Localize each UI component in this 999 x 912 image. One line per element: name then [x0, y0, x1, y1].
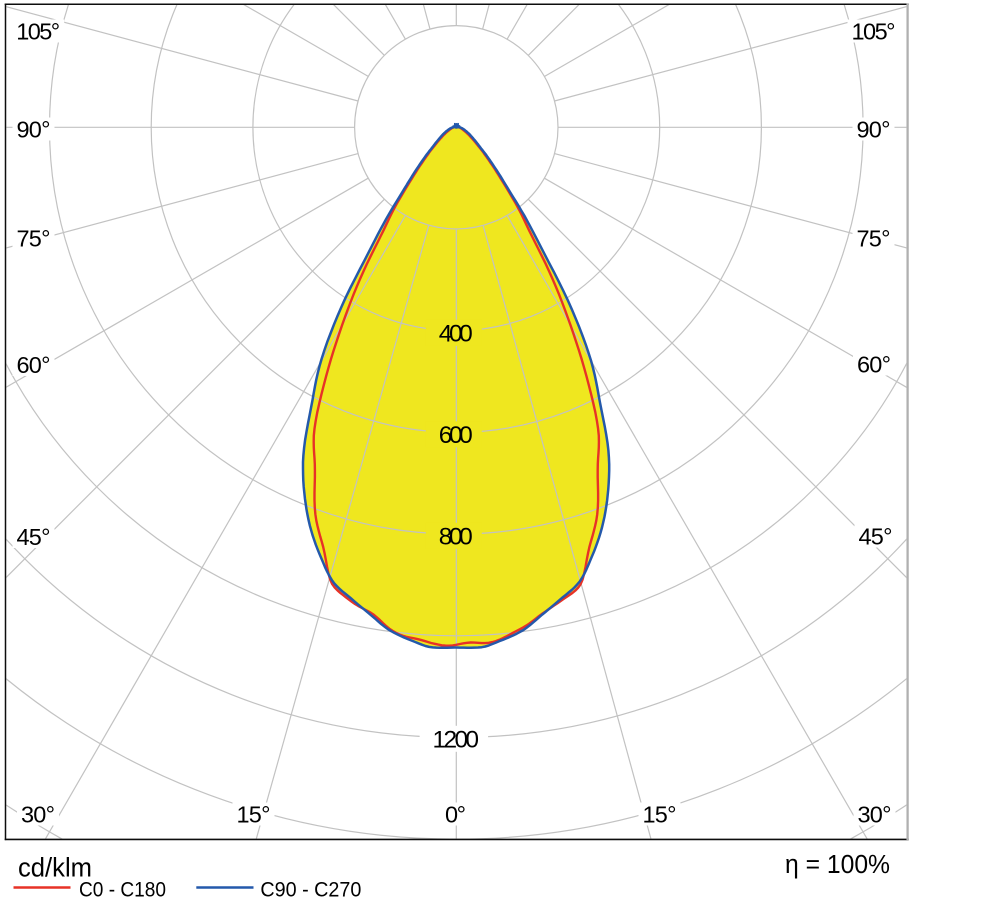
svg-text:30°: 30° — [858, 802, 892, 828]
svg-text:105°: 105° — [16, 19, 60, 45]
svg-text:0°: 0° — [445, 802, 466, 828]
svg-text:105°: 105° — [852, 19, 896, 45]
svg-text:η = 100%: η = 100% — [785, 851, 890, 879]
svg-text:60°: 60° — [857, 352, 891, 378]
svg-text:15°: 15° — [643, 802, 677, 828]
svg-text:cd/klm: cd/klm — [18, 852, 92, 882]
svg-text:C0 - C180: C0 - C180 — [79, 878, 166, 901]
svg-text:90°: 90° — [857, 117, 891, 143]
svg-text:45°: 45° — [17, 524, 51, 550]
svg-text:400: 400 — [439, 320, 473, 347]
svg-text:800: 800 — [439, 523, 473, 550]
svg-text:90°: 90° — [17, 117, 51, 143]
svg-text:75°: 75° — [857, 226, 891, 252]
svg-text:60°: 60° — [17, 352, 51, 378]
svg-text:C90 - C270: C90 - C270 — [260, 878, 361, 901]
svg-text:600: 600 — [439, 422, 473, 449]
svg-text:30°: 30° — [21, 802, 55, 828]
svg-text:45°: 45° — [859, 524, 893, 550]
svg-text:15°: 15° — [237, 802, 271, 828]
svg-text:75°: 75° — [17, 226, 51, 252]
svg-text:1200: 1200 — [433, 726, 480, 753]
